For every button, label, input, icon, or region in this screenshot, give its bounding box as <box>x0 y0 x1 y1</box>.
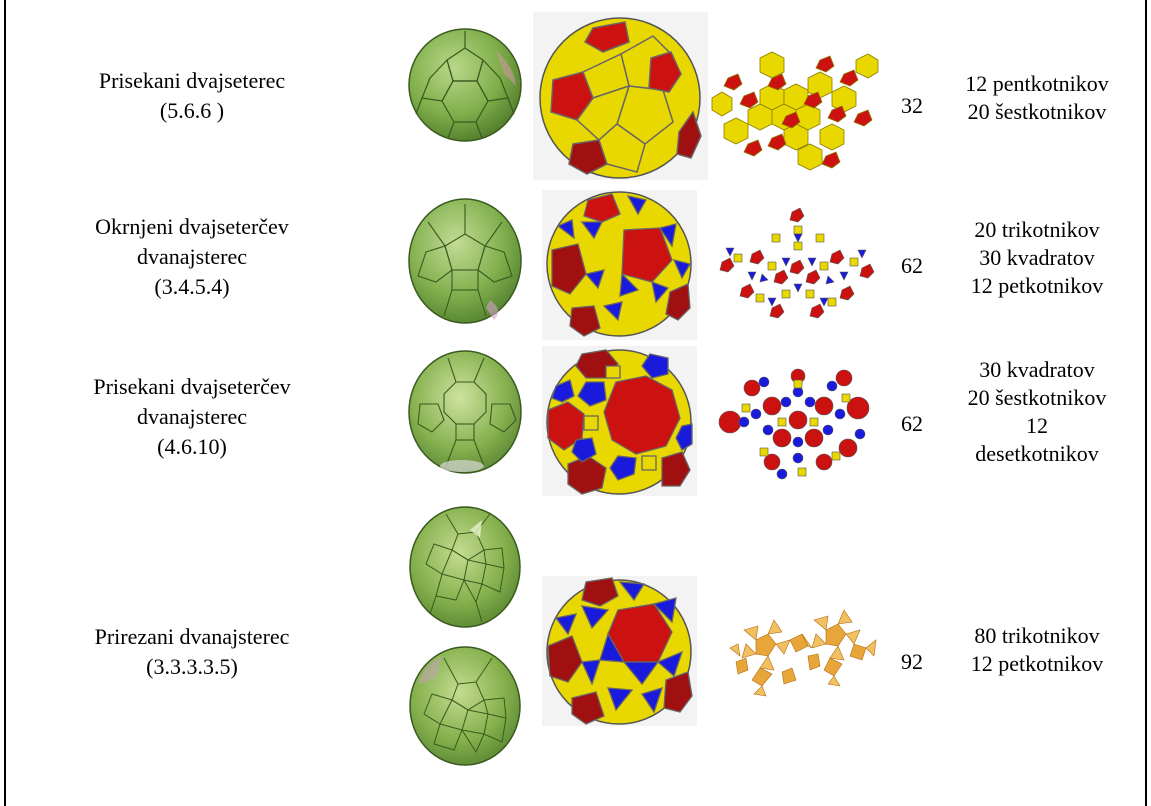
face-count: 62 <box>901 253 923 278</box>
table-left-border <box>4 0 6 806</box>
glass-sphere-model-image <box>408 350 522 474</box>
glass-sphere-model-image <box>409 506 521 628</box>
polyhedron-name: Prirezani dvanajsterec (3.3.3.3.5) <box>94 624 290 679</box>
colored-solid-model-image <box>533 12 708 180</box>
face-type-list: 12 pentkotnikov 20 šestkotnikov <box>965 71 1109 124</box>
table-right-border <box>1145 0 1147 806</box>
face-count: 62 <box>901 411 923 436</box>
flat-net-image <box>719 207 875 319</box>
face-type-list: 30 kvadratov 20 šestkotnikov 12 desetkot… <box>967 357 1107 466</box>
polyhedron-name: Prisekani dvajseterčev dvanajsterec (4.6… <box>93 374 291 459</box>
glass-sphere-model-image <box>409 646 521 766</box>
face-count: 92 <box>901 649 923 674</box>
glass-sphere-model-image <box>408 198 522 324</box>
colored-solid-model-image <box>542 346 697 496</box>
flat-net-image <box>718 368 870 480</box>
colored-solid-model-image <box>542 190 697 340</box>
flat-net-image <box>729 609 877 697</box>
polyhedron-name: Okrnjeni dvajseterčev dvanajsterec (3.4.… <box>95 214 289 299</box>
colored-solid-model-image <box>542 576 697 726</box>
glass-sphere-model-image <box>408 28 522 142</box>
face-count: 32 <box>901 93 923 118</box>
polyhedron-name: Prisekani dvajseterec (5.6.6 ) <box>98 68 286 123</box>
flat-net-image <box>711 51 879 171</box>
face-type-list: 80 trikotnikov 12 petkotnikov <box>970 623 1104 676</box>
face-type-list: 20 trikotnikov 30 kvadratov 12 petkotnik… <box>970 217 1104 298</box>
